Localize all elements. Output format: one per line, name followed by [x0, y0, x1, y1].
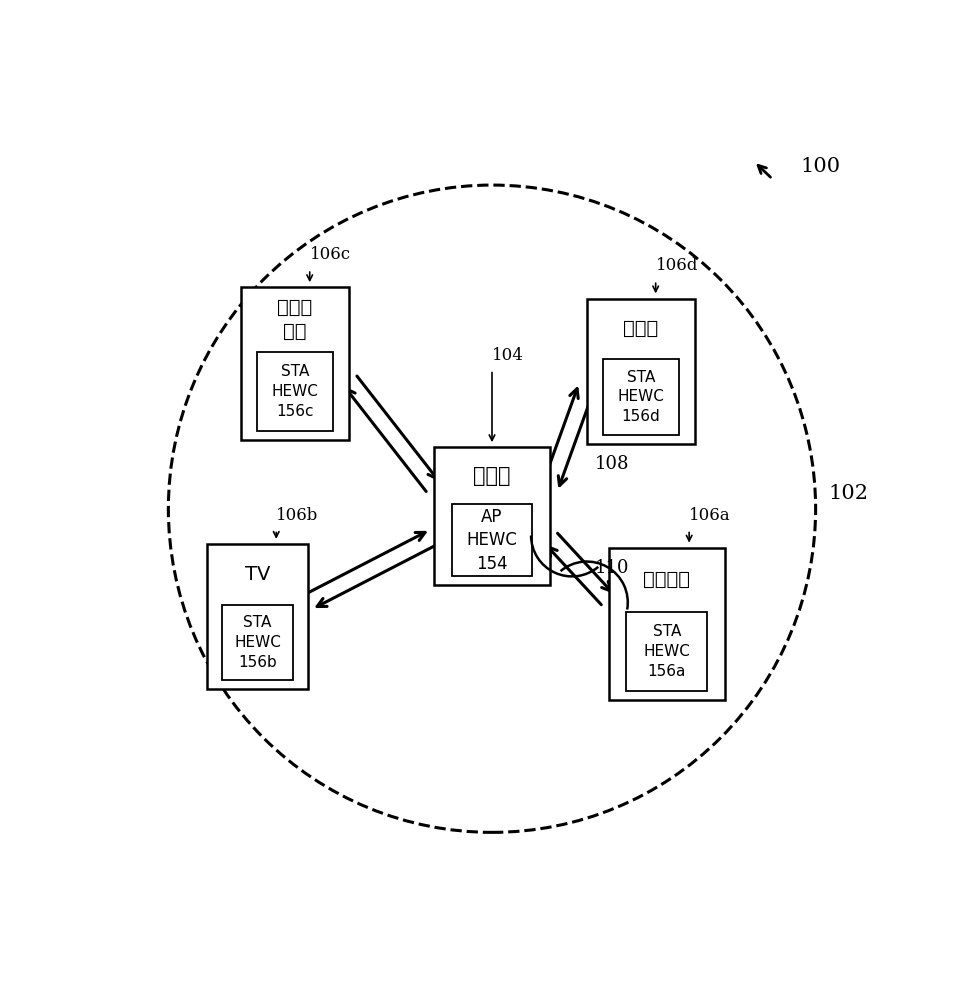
Text: 106a: 106a: [689, 507, 731, 524]
Bar: [610, 548, 725, 700]
Text: STA
HEWC
156c: STA HEWC 156c: [272, 364, 319, 419]
Text: 接入点: 接入点: [473, 466, 511, 486]
Text: STA
HEWC
156a: STA HEWC 156a: [643, 624, 690, 679]
Bar: [223, 605, 293, 680]
Bar: [451, 504, 533, 576]
Bar: [627, 612, 708, 691]
Text: AP
HEWC
154: AP HEWC 154: [467, 508, 517, 573]
Text: 106c: 106c: [310, 246, 350, 263]
Text: 102: 102: [828, 484, 868, 503]
Text: 蜂窝电话: 蜂窝电话: [643, 570, 690, 589]
Bar: [257, 352, 332, 431]
Bar: [207, 544, 308, 689]
Text: 108: 108: [594, 455, 629, 473]
Text: 路由器: 路由器: [623, 319, 659, 338]
Text: 膝上型
设备: 膝上型 设备: [277, 298, 312, 341]
Text: 106b: 106b: [276, 507, 319, 524]
Text: 104: 104: [492, 347, 524, 364]
Text: STA
HEWC
156b: STA HEWC 156b: [234, 615, 281, 670]
Text: 110: 110: [594, 559, 629, 577]
Text: TV: TV: [245, 565, 271, 584]
Text: STA
HEWC
156d: STA HEWC 156d: [617, 370, 664, 424]
Bar: [587, 299, 695, 444]
Bar: [603, 359, 679, 435]
Bar: [434, 447, 550, 585]
Bar: [241, 287, 348, 440]
Text: 106d: 106d: [656, 257, 698, 274]
Text: 100: 100: [801, 157, 841, 176]
